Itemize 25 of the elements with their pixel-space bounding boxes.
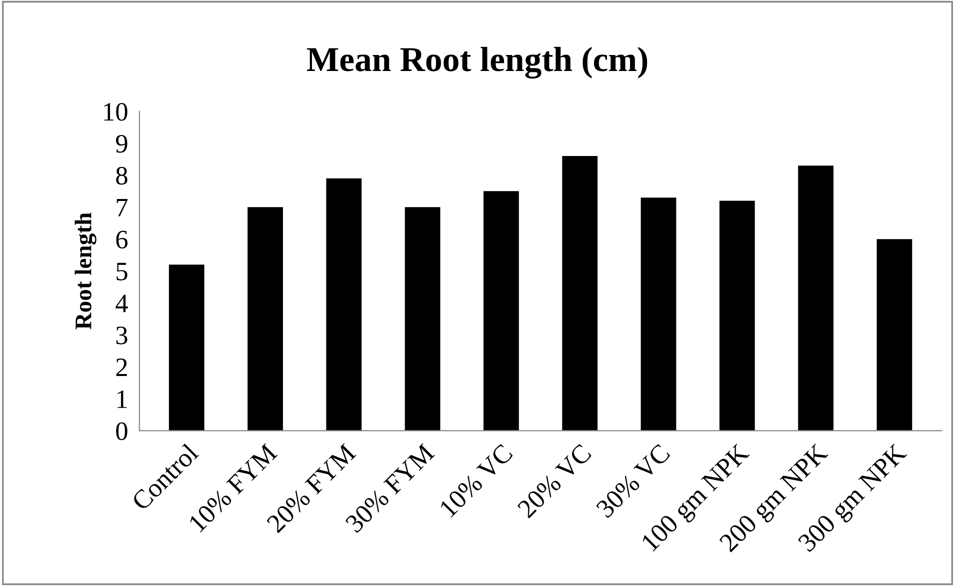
y-tick-label: 9 bbox=[116, 134, 128, 153]
bar bbox=[326, 178, 362, 431]
y-tick-label: 2 bbox=[116, 358, 127, 376]
x-tick-label: 10% VC bbox=[438, 443, 514, 518]
y-tick-label: 7 bbox=[116, 199, 128, 216]
bar bbox=[484, 191, 519, 431]
bar bbox=[798, 166, 834, 431]
bar bbox=[562, 156, 598, 431]
y-axis-title: Root length bbox=[74, 212, 96, 330]
y-tick-label: 1 bbox=[117, 390, 127, 408]
y-tick-label: 5 bbox=[116, 262, 128, 280]
chart-title: Mean Root length (cm) bbox=[306, 46, 648, 79]
bar bbox=[640, 198, 676, 431]
x-tick-label: 20% VC bbox=[516, 443, 592, 519]
y-tick-label: 3 bbox=[116, 326, 128, 344]
y-tick-label: 8 bbox=[116, 166, 128, 185]
bar bbox=[404, 207, 440, 431]
bar bbox=[876, 239, 912, 431]
bar bbox=[719, 200, 755, 431]
bar bbox=[248, 207, 283, 431]
y-tick-label: 4 bbox=[116, 294, 128, 312]
y-tick-label: 10 bbox=[104, 102, 128, 121]
bar bbox=[168, 264, 204, 431]
y-tick-label: 6 bbox=[116, 230, 128, 249]
y-tick-label: 0 bbox=[116, 422, 128, 440]
